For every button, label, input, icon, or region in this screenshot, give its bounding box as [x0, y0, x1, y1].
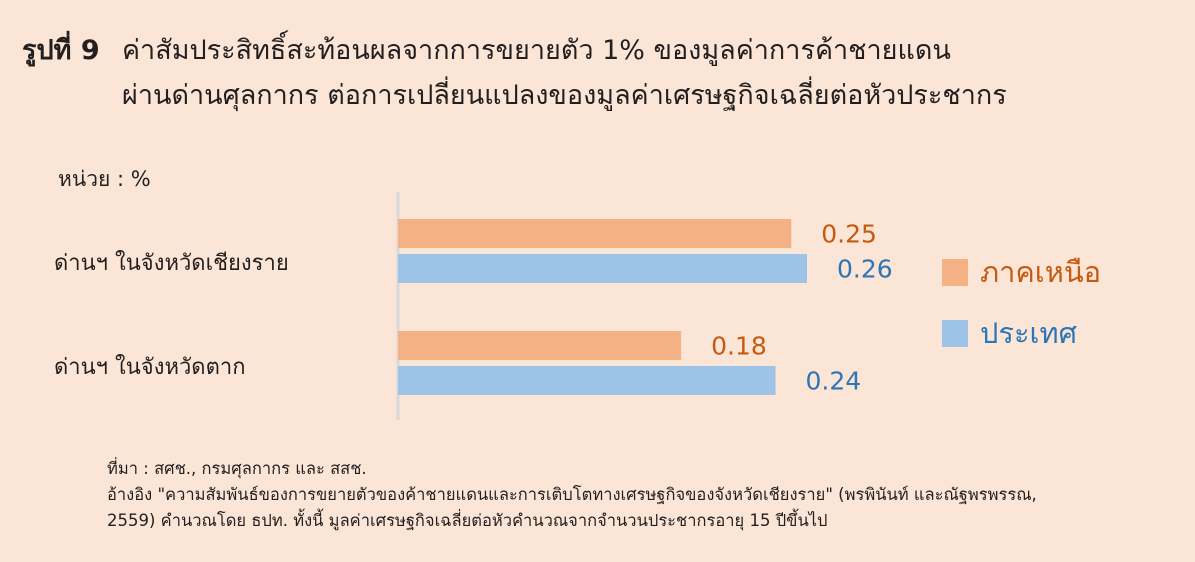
data-label-north-chiang-rai: 0.25	[821, 220, 877, 249]
legend-item-country: ประเทศ	[942, 316, 1077, 350]
chart-title-line-2: ผ่านด่านศุลกากร ต่อการเปลี่ยนแปลงของมูลค…	[122, 80, 1007, 111]
legend-swatch-north	[942, 258, 968, 286]
source-note: ที่มา : สศช., กรมศุลกากร และ สสช. อ้างอิ…	[107, 456, 1182, 534]
bar-north-chiang-rai	[398, 219, 792, 248]
bar-country-chiang-rai	[398, 254, 807, 283]
source-line-1: ที่มา : สศช., กรมศุลกากร และ สสช.	[107, 459, 367, 478]
data-label-country-tak: 0.24	[806, 367, 862, 396]
legend-label-country: ประเทศ	[980, 316, 1077, 350]
category-label-tak: ด่านฯ ในจังหวัดตาก	[54, 355, 246, 380]
unit-label: หน่วย : %	[58, 167, 151, 191]
data-label-north-tak: 0.18	[711, 332, 767, 361]
legend-item-north: ภาคเหนือ	[942, 255, 1101, 289]
category-label-chiang-rai: ด่านฯ ในจังหวัดเชียงราย	[54, 251, 289, 276]
chart-title: ค่าสัมประสิทธิ์สะท้อนผลจากการขยายตัว 1% …	[122, 28, 1182, 118]
source-line-3: 2559) คำนวณโดย ธปท. ทั้งนี้ มูลค่าเศรษฐก…	[107, 511, 828, 530]
bar-north-tak	[398, 331, 682, 360]
data-label-country-chiang-rai: 0.26	[837, 255, 893, 284]
legend-swatch-country	[942, 319, 968, 347]
chart-title-line-1: ค่าสัมประสิทธิ์สะท้อนผลจากการขยายตัว 1% …	[122, 35, 951, 66]
figure-number: รูปที่ 9	[22, 35, 100, 66]
legend-label-north: ภาคเหนือ	[980, 255, 1102, 289]
bar-country-tak	[398, 366, 776, 395]
source-line-2: อ้างอิง "ความสัมพันธ์ของการขยายตัวของค้า…	[107, 485, 1037, 504]
